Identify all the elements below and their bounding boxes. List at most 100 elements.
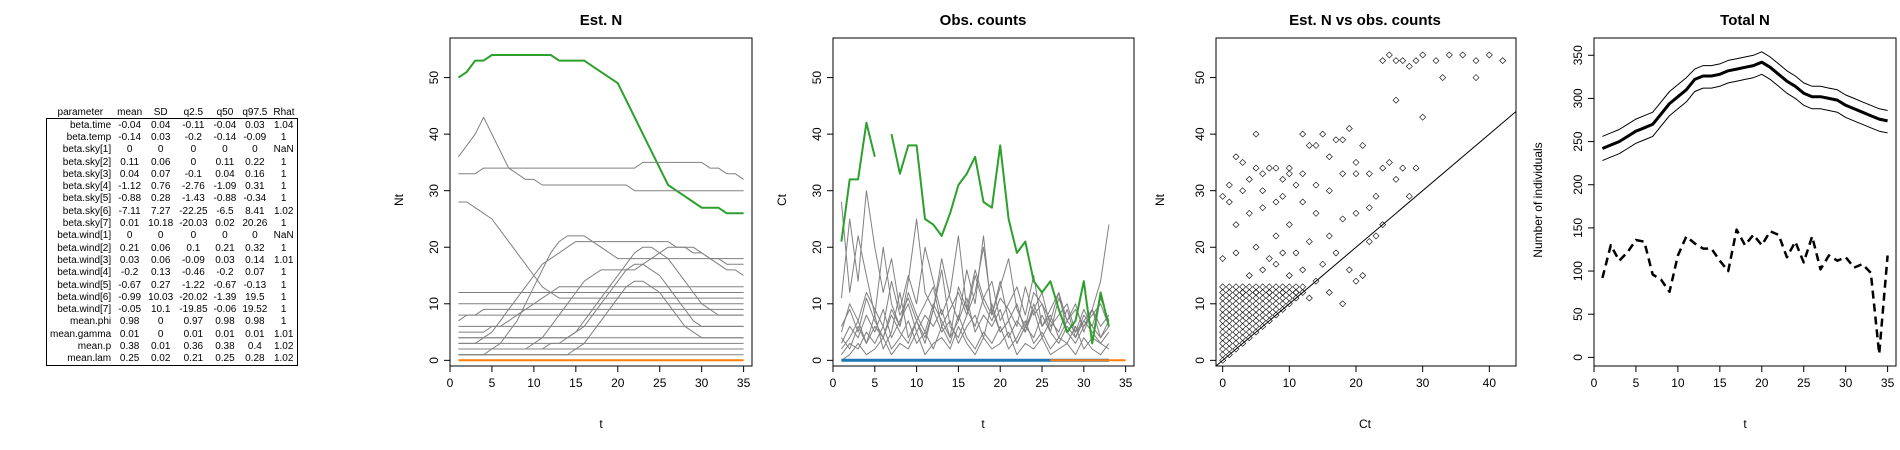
est-vs-obs-point bbox=[1252, 130, 1260, 138]
est-vs-obs-cluster-point bbox=[1219, 345, 1227, 353]
est-n-y-tick-label: 10 bbox=[427, 297, 441, 311]
est-vs-obs-cluster-point bbox=[1239, 289, 1247, 296]
est-vs-obs-plot-area bbox=[1216, 51, 1516, 366]
est-vs-obs-point bbox=[1279, 192, 1287, 200]
est-vs-obs-cluster-point bbox=[1232, 317, 1240, 325]
total-n-y-tick-label: 0 bbox=[1571, 354, 1585, 361]
est-vs-obs-point bbox=[1472, 74, 1480, 82]
table-cell: 1 bbox=[280, 304, 287, 316]
est-vs-obs-point bbox=[1392, 57, 1400, 65]
obs-counts-series-line bbox=[840, 275, 1110, 333]
est-vs-obs-cluster-point bbox=[1265, 306, 1273, 313]
est-vs-obs-cluster-point bbox=[1239, 317, 1247, 325]
est-vs-obs-cluster-point bbox=[1259, 300, 1267, 308]
est-vs-obs-cluster-point bbox=[1225, 311, 1233, 319]
est-vs-obs-point bbox=[1292, 249, 1300, 257]
table-cell: 0.07 bbox=[150, 168, 171, 180]
table-cell: 10.03 bbox=[148, 291, 174, 303]
est-vs-obs-cluster-point bbox=[1252, 322, 1260, 330]
est-vs-obs-cluster-point bbox=[1252, 317, 1260, 325]
est-n-series-line bbox=[458, 263, 744, 350]
est-vs-obs-cluster-point bbox=[1219, 306, 1227, 313]
est-n-x-tick-label: 30 bbox=[695, 376, 709, 390]
table-cell: 0.01 bbox=[215, 328, 235, 340]
est-vs-obs-point bbox=[1372, 232, 1380, 240]
est-vs-obs-y-tick-label: 30 bbox=[1193, 184, 1207, 198]
table-cell: 0.01 bbox=[245, 328, 265, 340]
table-cell: 1.02 bbox=[273, 205, 294, 217]
est-vs-obs-cluster-point bbox=[1272, 289, 1280, 296]
table-cell: 0.03 bbox=[245, 119, 265, 131]
est-vs-obs-point bbox=[1405, 62, 1413, 70]
table-cell: 0.01 bbox=[119, 328, 140, 340]
est-vs-obs-point bbox=[1252, 289, 1260, 296]
table-cell: 0.28 bbox=[150, 193, 171, 205]
est-vs-obs-x-tick-label: 20 bbox=[1349, 376, 1363, 390]
table-row: mean.lam 0.25 0.02 0.21 0.25 0.28 1.02 bbox=[47, 353, 298, 366]
est-vs-obs-point bbox=[1312, 277, 1320, 285]
est-vs-obs-cluster-point bbox=[1219, 294, 1227, 302]
table-cell: 0.98 bbox=[215, 316, 235, 328]
est-vs-obs-cluster-point bbox=[1252, 283, 1260, 291]
table-cell: 0.28 bbox=[245, 353, 265, 365]
est-vs-obs-cluster-point bbox=[1239, 339, 1247, 347]
table-cell: 0.76 bbox=[150, 181, 171, 193]
est-vs-obs-cluster-point bbox=[1225, 300, 1233, 308]
est-vs-obs-cluster-point bbox=[1252, 300, 1260, 308]
est-vs-obs-point bbox=[1299, 170, 1307, 178]
est-vs-obs-cluster-point bbox=[1219, 300, 1227, 308]
obs-counts-x-tick-label: 5 bbox=[871, 376, 878, 390]
est-vs-obs-point bbox=[1352, 158, 1360, 166]
est-vs-obs-point bbox=[1412, 164, 1420, 172]
table-cell: 1.02 bbox=[273, 353, 294, 365]
obs-counts-series-line bbox=[840, 297, 1110, 344]
est-vs-obs-cluster-point bbox=[1259, 289, 1267, 296]
table-cell: 0.98 bbox=[245, 316, 265, 328]
est-vs-obs-point bbox=[1285, 221, 1293, 229]
table-cell: -1.12 bbox=[118, 181, 142, 193]
table-cell: 10.1 bbox=[150, 304, 171, 316]
table-cell: 7.27 bbox=[150, 205, 171, 217]
table-cell: -0.2 bbox=[184, 131, 202, 143]
table-header-q2-5: q2.5 bbox=[183, 106, 204, 118]
obs-counts-plot-area bbox=[840, 121, 1126, 362]
est-vs-obs-point bbox=[1252, 243, 1260, 251]
est-n-xlabel: t bbox=[599, 417, 603, 431]
table-cell: -20.03 bbox=[179, 218, 208, 230]
est-vs-obs-cluster-point bbox=[1225, 317, 1233, 325]
table-cell: 1.01 bbox=[273, 328, 294, 340]
total-n-y-tick-label: 150 bbox=[1571, 218, 1585, 238]
est-vs-obs-cluster-point bbox=[1232, 311, 1240, 319]
table-cell: NaN bbox=[273, 144, 294, 156]
est-vs-obs-point bbox=[1405, 192, 1413, 200]
est-n-series-line bbox=[458, 201, 744, 299]
est-vs-obs-cluster-point bbox=[1292, 289, 1300, 296]
table-cell: -0.14 bbox=[118, 131, 142, 143]
est-vs-obs-cluster-point bbox=[1265, 283, 1273, 291]
obs-counts-y-tick-label: 10 bbox=[810, 297, 824, 311]
table-row: beta.time -0.04 0.04 -0.11 -0.04 0.03 1.04 bbox=[47, 119, 298, 132]
est-vs-obs-cluster-point bbox=[1299, 289, 1307, 296]
table-row: mean.p 0.38 0.01 0.36 0.38 0.4 1.02 bbox=[47, 340, 298, 352]
table-cell: -1.22 bbox=[181, 279, 205, 291]
est-vs-obs-cluster-point bbox=[1239, 283, 1247, 291]
est-vs-obs-point bbox=[1259, 187, 1267, 195]
total-n-x-tick-label: 0 bbox=[1591, 376, 1598, 390]
est-vs-obs-point bbox=[1299, 198, 1307, 206]
table-cell: -1.43 bbox=[181, 193, 205, 205]
est-vs-obs-cluster-point bbox=[1285, 300, 1293, 308]
est-vs-obs-cluster-point bbox=[1239, 311, 1247, 319]
table-cell: 0.38 bbox=[215, 340, 235, 352]
est-n-y-tick-label: 50 bbox=[427, 71, 441, 85]
est-vs-obs-point bbox=[1412, 57, 1420, 65]
est-n-series-line bbox=[458, 286, 744, 333]
est-vs-obs-cluster-point bbox=[1239, 306, 1247, 313]
table-cell: 1 bbox=[280, 316, 287, 328]
est-n-series-line bbox=[457, 54, 744, 215]
table-cell: -0.13 bbox=[243, 279, 267, 291]
est-vs-obs-point bbox=[1292, 289, 1300, 296]
obs-counts-y-tick-label: 20 bbox=[810, 240, 824, 254]
total-n-x-tick-label: 15 bbox=[1713, 376, 1727, 390]
total-n-xlabel: t bbox=[1743, 417, 1747, 431]
table-cell: 0 bbox=[157, 328, 164, 340]
